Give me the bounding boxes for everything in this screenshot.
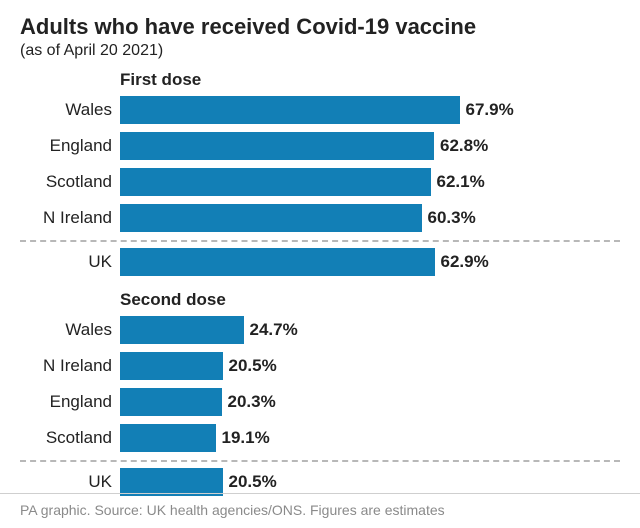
section-label: Second dose xyxy=(120,290,620,310)
bar xyxy=(120,424,216,452)
category-label: England xyxy=(20,392,120,412)
bar-track: 19.1% xyxy=(120,424,620,452)
category-label: Scotland xyxy=(20,172,120,192)
category-label: UK xyxy=(20,252,120,272)
value-label: 19.1% xyxy=(216,424,270,452)
chart-title: Adults who have received Covid-19 vaccin… xyxy=(20,14,620,40)
value-label: 67.9% xyxy=(460,96,514,124)
bar xyxy=(120,388,222,416)
value-label: 24.7% xyxy=(244,316,298,344)
category-label: England xyxy=(20,136,120,156)
bar xyxy=(120,316,244,344)
bar-track: 20.3% xyxy=(120,388,620,416)
bar xyxy=(120,468,223,496)
category-label: N Ireland xyxy=(20,356,120,376)
bar-track: 67.9% xyxy=(120,96,620,124)
category-label: UK xyxy=(20,472,120,492)
value-label: 62.1% xyxy=(431,168,485,196)
bar-track: 62.8% xyxy=(120,132,620,160)
bar-row: England 20.3% xyxy=(20,384,620,420)
bar-track: 24.7% xyxy=(120,316,620,344)
vaccine-bar-chart: Adults who have received Covid-19 vaccin… xyxy=(0,0,640,500)
bar xyxy=(120,352,223,380)
bar-track: 60.3% xyxy=(120,204,620,232)
bar-track: 62.1% xyxy=(120,168,620,196)
category-label: N Ireland xyxy=(20,208,120,228)
bar xyxy=(120,248,435,276)
bar-track: 20.5% xyxy=(120,468,620,496)
bar-row: Scotland 19.1% xyxy=(20,420,620,456)
bar xyxy=(120,132,434,160)
value-label: 20.3% xyxy=(222,388,276,416)
bar-track: 62.9% xyxy=(120,248,620,276)
value-label: 20.5% xyxy=(223,352,277,380)
bar xyxy=(120,204,422,232)
chart-body: First doseWales67.9%England62.8%Scotland… xyxy=(20,70,620,500)
group-divider xyxy=(20,460,620,462)
value-label: 62.9% xyxy=(435,248,489,276)
chart-subtitle: (as of April 20 2021) xyxy=(20,42,620,60)
bar-row: N Ireland 60.3% xyxy=(20,200,620,236)
category-label: Wales xyxy=(20,100,120,120)
bar xyxy=(120,96,460,124)
chart-footer: PA graphic. Source: UK health agencies/O… xyxy=(0,493,640,528)
category-label: Scotland xyxy=(20,428,120,448)
bar-track: 20.5% xyxy=(120,352,620,380)
bar-row: Wales 24.7% xyxy=(20,312,620,348)
group-divider xyxy=(20,240,620,242)
category-label: Wales xyxy=(20,320,120,340)
value-label: 60.3% xyxy=(422,204,476,232)
value-label: 62.8% xyxy=(434,132,488,160)
bar xyxy=(120,168,431,196)
bar-row: Wales 67.9% xyxy=(20,92,620,128)
bar-row: UK 62.9% xyxy=(20,244,620,280)
bar-row: Scotland 62.1% xyxy=(20,164,620,200)
bar-row: N Ireland 20.5% xyxy=(20,348,620,384)
bar-row: England 62.8% xyxy=(20,128,620,164)
value-label: 20.5% xyxy=(223,468,277,496)
section-label: First dose xyxy=(120,70,620,90)
